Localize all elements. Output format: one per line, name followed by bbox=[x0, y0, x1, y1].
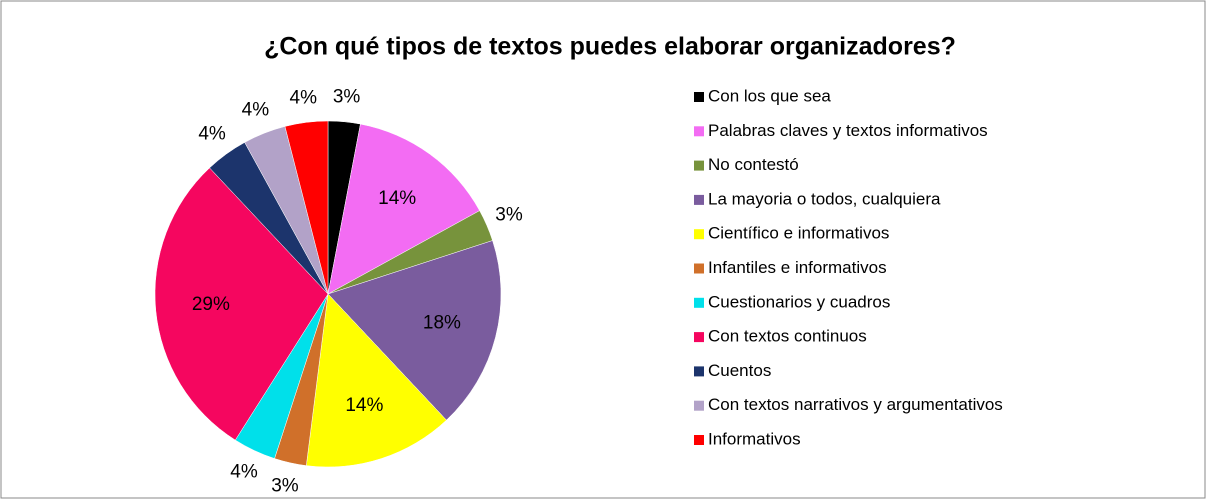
data-label: 4% bbox=[198, 123, 226, 144]
data-label: 3% bbox=[333, 87, 361, 108]
legend-swatch bbox=[694, 194, 704, 205]
legend-swatch bbox=[694, 126, 704, 137]
pie-slice bbox=[284, 120, 329, 295]
data-label: 3% bbox=[495, 205, 523, 226]
data-label: 4% bbox=[290, 87, 318, 108]
legend-swatch bbox=[694, 332, 704, 343]
legend-label: Con los que sea bbox=[708, 86, 831, 105]
legend-swatch bbox=[694, 160, 704, 171]
legend-swatch bbox=[694, 297, 704, 308]
legend-swatch bbox=[694, 366, 704, 377]
legend-swatch bbox=[694, 263, 704, 274]
legend-label: Con textos narrativos y argumentativos bbox=[708, 395, 1003, 414]
legend-swatch bbox=[694, 435, 704, 445]
data-label: 4% bbox=[230, 461, 258, 482]
legend-label: Científico e informativos bbox=[708, 224, 889, 243]
data-label: 14% bbox=[378, 188, 416, 209]
pie-slice bbox=[306, 293, 447, 468]
pie-slice bbox=[154, 167, 329, 441]
data-label: 14% bbox=[345, 395, 383, 416]
legend-label: La mayoria o todos, cualquiera bbox=[708, 189, 941, 208]
legend-swatch bbox=[694, 92, 704, 102]
legend-swatch bbox=[694, 229, 704, 240]
data-label: 29% bbox=[192, 294, 230, 315]
legend-label: Con textos continuos bbox=[708, 327, 867, 346]
pie-slice bbox=[327, 240, 502, 421]
legend-label: No contestó bbox=[708, 155, 799, 174]
data-label: 4% bbox=[242, 100, 270, 121]
data-label: 18% bbox=[423, 312, 461, 333]
legend-label: Cuestionarios y cuadros bbox=[708, 292, 890, 311]
data-label: 3% bbox=[271, 475, 299, 496]
legend-swatch bbox=[694, 400, 704, 411]
legend-label: Cuentos bbox=[708, 361, 771, 380]
pie-slice bbox=[327, 123, 480, 295]
legend-label: Palabras claves y textos informativos bbox=[708, 121, 988, 140]
legend-label: Infantiles e informativos bbox=[708, 258, 887, 277]
chart-title: ¿Con qué tipos de textos puedes elaborar… bbox=[264, 33, 956, 61]
legend-label: Informativos bbox=[708, 429, 801, 448]
